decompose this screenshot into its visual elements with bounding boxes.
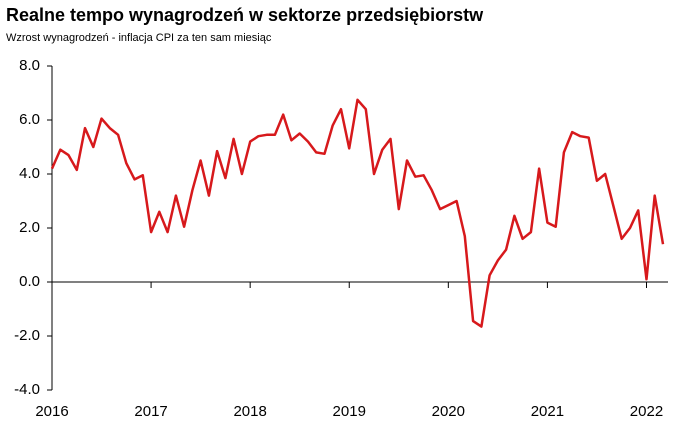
x-tick-label: 2020 <box>432 403 465 420</box>
y-tick-label: 2.0 <box>19 219 40 236</box>
x-tick-label: 2022 <box>630 403 663 420</box>
y-tick-label: 6.0 <box>19 111 40 128</box>
x-tick-label: 2019 <box>333 403 366 420</box>
y-tick-label: 0.0 <box>19 273 40 290</box>
chart-title: Realne tempo wynagrodzeń w sektorze prze… <box>6 5 484 25</box>
y-tick-label: 4.0 <box>19 165 40 182</box>
x-tick-label: 2017 <box>134 403 167 420</box>
y-tick-label: 8.0 <box>19 57 40 74</box>
y-tick-label: -4.0 <box>14 381 40 398</box>
line-series <box>50 98 665 328</box>
x-tick-label: 2021 <box>531 403 564 420</box>
y-tick-label: -2.0 <box>14 327 40 344</box>
x-tick-label: 2018 <box>233 403 266 420</box>
chart-subtitle: Wzrost wynagrodzeń - inflacja CPI za ten… <box>6 32 272 44</box>
x-tick-label: 2016 <box>35 403 68 420</box>
